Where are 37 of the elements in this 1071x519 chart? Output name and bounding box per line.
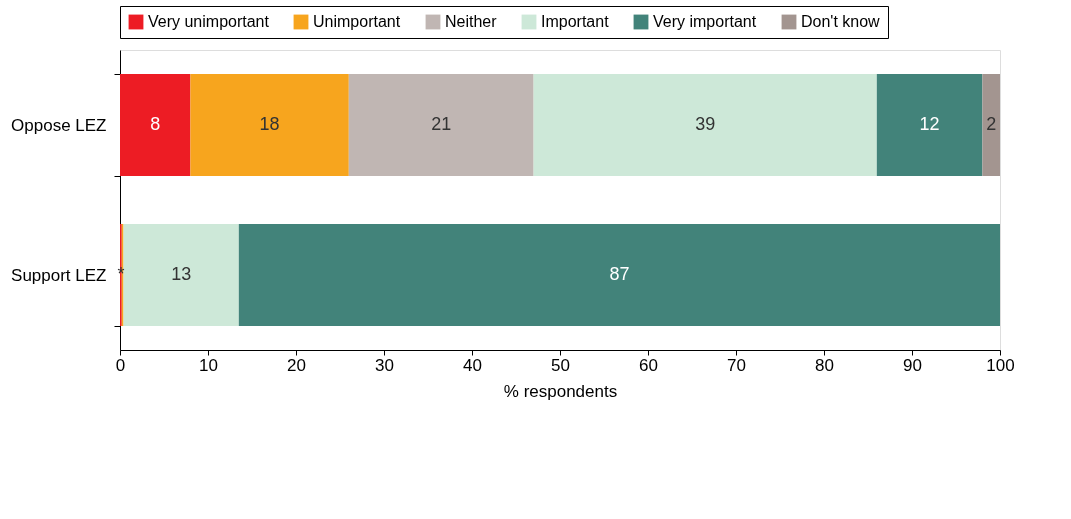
data-label: 21 <box>431 114 452 134</box>
x-tick-label: 10 <box>199 355 218 375</box>
legend-label: Very unimportant <box>148 13 270 30</box>
bar <box>348 74 534 176</box>
x-tick-label: 50 <box>551 355 570 375</box>
legend-label: Unimportant <box>313 13 401 30</box>
x-tick-label: 90 <box>903 355 922 375</box>
x-tick-label: 30 <box>375 355 394 375</box>
x-axis-title: % respondents <box>503 381 618 401</box>
data-label: 8 <box>150 114 161 134</box>
data-label: 2 <box>986 114 997 134</box>
data-label: 87 <box>609 264 630 284</box>
x-tick-label: 20 <box>287 355 306 375</box>
legend-label: Neither <box>445 13 498 30</box>
legend-label: Very important <box>653 13 757 30</box>
x-tick-label: 100 <box>986 355 1015 375</box>
bar <box>120 74 191 176</box>
bar <box>876 74 983 176</box>
bar <box>123 224 239 326</box>
y-tick-label: Support LEZ <box>11 265 107 285</box>
x-tick-label: 80 <box>815 355 834 375</box>
x-tick-label: 0 <box>115 355 126 375</box>
y-tick-label: Oppose LEZ <box>11 115 107 135</box>
bar <box>982 74 1000 176</box>
x-tick-label: 70 <box>727 355 746 375</box>
legend-label: Don't know <box>801 13 881 30</box>
data-label: 18 <box>259 114 280 134</box>
x-tick-label: 60 <box>639 355 658 375</box>
data-label: * <box>117 264 125 284</box>
bar <box>238 224 1000 326</box>
data-label: 12 <box>919 114 940 134</box>
x-tick-label: 40 <box>463 355 482 375</box>
data-label: 13 <box>171 264 192 284</box>
bar <box>533 74 877 176</box>
data-label: 39 <box>695 114 716 134</box>
legend-label: Important <box>541 13 610 30</box>
bar <box>190 74 349 176</box>
